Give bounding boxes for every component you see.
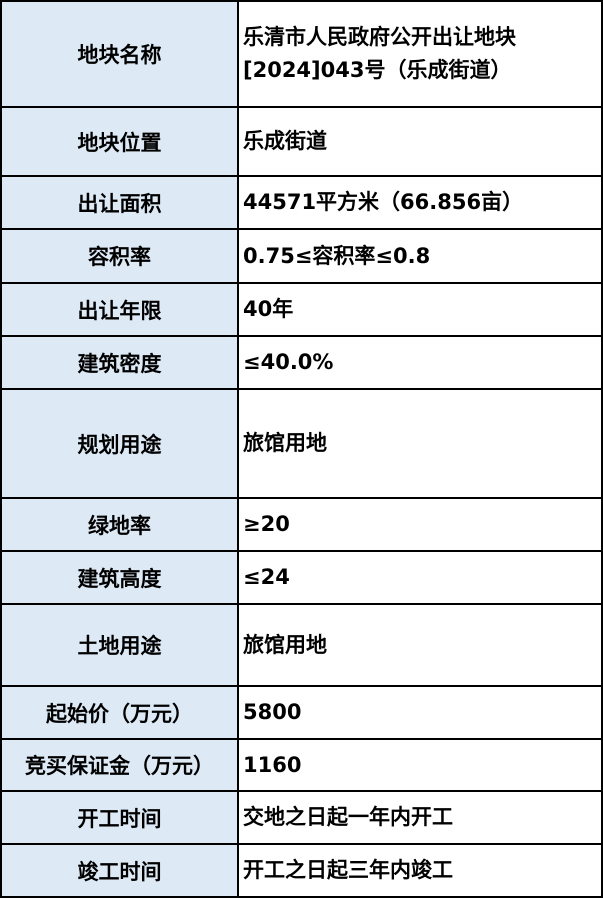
row-value: ≤24 [237,550,603,605]
row-value: 旅馆用地 [237,603,603,687]
row-value: 乐清市人民政府公开出让地块[2024]043号（乐成街道） [237,0,603,108]
row-value: 1160 [237,738,603,792]
row-value: 44571平方米（66.856亩） [237,175,603,230]
row-label: 竣工时间 [0,843,239,898]
row-label: 出让面积 [0,175,239,230]
row-label: 地块位置 [0,106,239,177]
table-row: 地块位置 乐成街道 [0,106,603,177]
row-label: 建筑高度 [0,550,239,605]
row-label: 出让年限 [0,282,239,337]
row-label: 规划用途 [0,388,239,499]
row-value: 旅馆用地 [237,388,603,499]
row-value: 40年 [237,282,603,337]
table-row: 出让年限 40年 [0,282,603,337]
row-value: 5800 [237,685,603,740]
row-value: 乐成街道 [237,106,603,177]
row-label: 竞买保证金（万元） [0,738,239,792]
row-value: 交地之日起一年内开工 [237,790,603,845]
row-value: 开工之日起三年内竣工 [237,843,603,898]
row-value: 0.75≤容积率≤0.8 [237,228,603,284]
table-row: 绿地率 ≥20 [0,497,603,552]
table-row: 起始价（万元） 5800 [0,685,603,740]
table-row: 竣工时间 开工之日起三年内竣工 [0,843,603,898]
row-label: 土地用途 [0,603,239,687]
table-row: 容积率 0.75≤容积率≤0.8 [0,228,603,284]
table-row: 出让面积 44571平方米（66.856亩） [0,175,603,230]
row-label: 绿地率 [0,497,239,552]
table-row: 建筑高度 ≤24 [0,550,603,605]
table-row: 开工时间 交地之日起一年内开工 [0,790,603,845]
row-label: 起始价（万元） [0,685,239,740]
row-label: 地块名称 [0,0,239,108]
row-value: ≤40.0% [237,335,603,390]
row-label: 容积率 [0,228,239,284]
row-label: 开工时间 [0,790,239,845]
table-row: 规划用途 旅馆用地 [0,388,603,499]
table-row: 建筑密度 ≤40.0% [0,335,603,390]
row-value: ≥20 [237,497,603,552]
table-row: 土地用途 旅馆用地 [0,603,603,687]
table-row: 地块名称 乐清市人民政府公开出让地块[2024]043号（乐成街道） [0,0,603,108]
row-label: 建筑密度 [0,335,239,390]
table-row: 竞买保证金（万元） 1160 [0,738,603,792]
